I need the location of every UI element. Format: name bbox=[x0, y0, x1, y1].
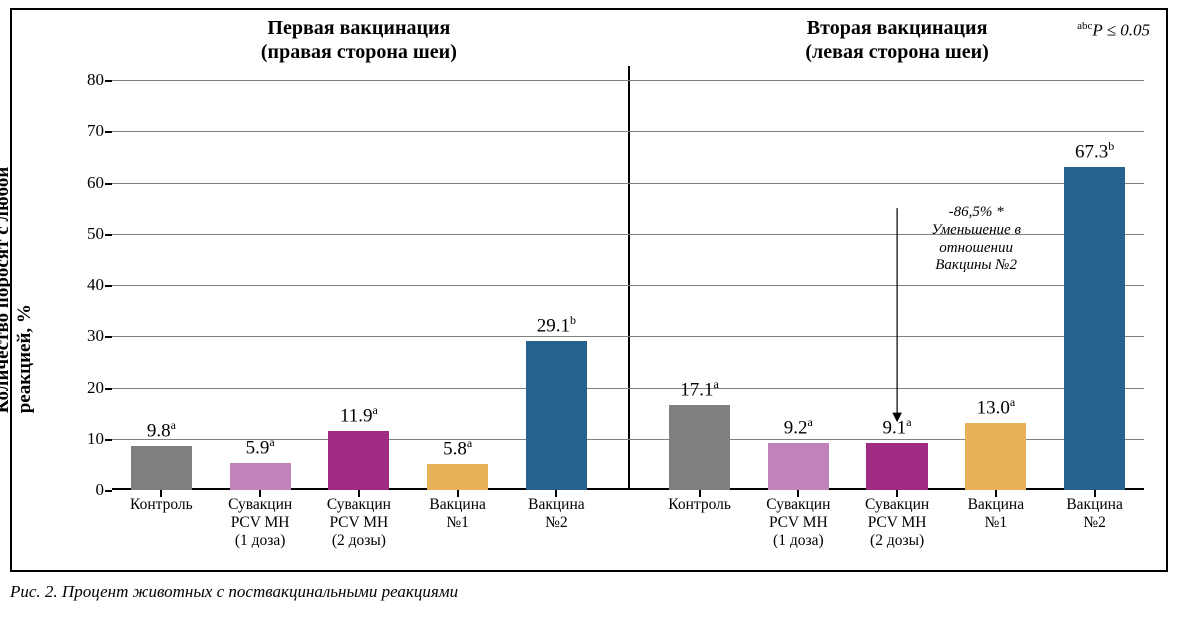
x-category-label: Вакцина№1 bbox=[408, 490, 508, 532]
x-category-label: Вакцина№2 bbox=[1045, 490, 1145, 532]
y-tick-mark bbox=[105, 80, 112, 82]
x-category-label: Контроль bbox=[111, 490, 211, 514]
x-category-label: СувакцинPCV MH(1 доза) bbox=[748, 490, 848, 549]
figure-caption: Рис. 2. Процент животных с поствакциналь… bbox=[10, 582, 1171, 602]
x-category-label: Контроль bbox=[650, 490, 750, 514]
chart-frame: Первая вакцинация (правая сторона шеи) В… bbox=[10, 8, 1168, 572]
group-header-2: Вторая вакцинация (левая сторона шеи) bbox=[737, 16, 1057, 64]
x-category-label: СувакцинPCV MH(2 дозы) bbox=[309, 490, 409, 549]
y-tick-mark bbox=[105, 285, 112, 287]
p-value-sup: abc bbox=[1077, 20, 1092, 32]
group-header-1-line2: (правая сторона шеи) bbox=[199, 40, 519, 64]
group-header-1-line1: Первая вакцинация bbox=[199, 16, 519, 40]
y-tick-mark bbox=[105, 336, 112, 338]
y-axis-label: Количество поросят с любойреакцией, % bbox=[0, 167, 36, 414]
group-header-2-line2: (левая сторона шеи) bbox=[737, 40, 1057, 64]
group-header-2-line1: Вторая вакцинация bbox=[737, 16, 1057, 40]
figure-container: Первая вакцинация (правая сторона шеи) В… bbox=[0, 0, 1181, 617]
x-category-label: СувакцинPCV MH(1 доза) bbox=[210, 490, 310, 549]
y-tick-mark bbox=[105, 439, 112, 441]
y-tick-mark bbox=[105, 234, 112, 236]
y-tick-mark bbox=[105, 388, 112, 390]
group-header-1: Первая вакцинация (правая сторона шеи) bbox=[199, 16, 519, 64]
p-value-note: abcP ≤ 0.05 bbox=[1077, 20, 1150, 41]
y-tick-mark bbox=[105, 131, 112, 133]
plot-area: 010203040506070809.8aКонтроль5.9aСувакци… bbox=[112, 80, 1144, 490]
y-tick-mark bbox=[105, 183, 112, 185]
x-category-label: Вакцина№2 bbox=[506, 490, 606, 532]
p-value-text: P ≤ 0.05 bbox=[1092, 21, 1150, 40]
x-category-label: СувакцинPCV MH(2 дозы) bbox=[847, 490, 947, 549]
x-category-label: Вакцина№1 bbox=[946, 490, 1046, 532]
annotation-arrow bbox=[112, 80, 1144, 490]
